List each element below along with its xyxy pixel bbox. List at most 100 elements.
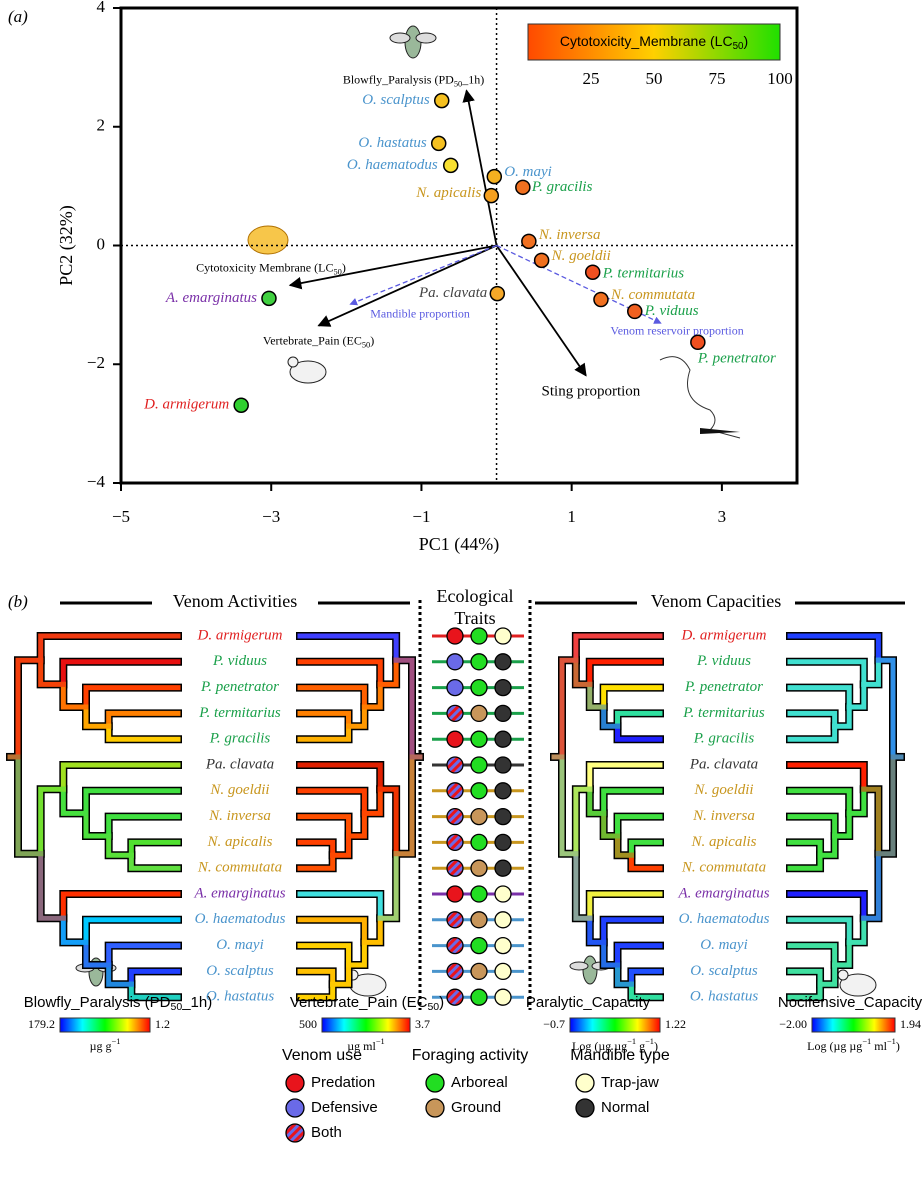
branch: [587, 891, 663, 921]
point: [486, 168, 503, 185]
species-label: P. penetrator: [200, 679, 279, 695]
text-part: Mandible proportion: [370, 306, 470, 320]
trait-marker: [446, 962, 464, 981]
branch: [15, 754, 44, 857]
branch: [787, 839, 823, 858]
tree: [550, 632, 664, 1002]
text-part: Vertebrate_Pain (EC: [263, 333, 362, 347]
branch: [787, 685, 852, 710]
species-label: A. emarginatus: [677, 885, 769, 901]
branch: [817, 962, 838, 987]
heading: Ecological: [437, 586, 514, 606]
branch-outline: [599, 915, 664, 947]
branch: [787, 968, 823, 987]
branch: [106, 710, 181, 729]
trait-marker: [470, 756, 488, 774]
text-part: 50: [171, 1001, 183, 1013]
colorbar-unit: Log (µg µg−1 g−1): [572, 1037, 658, 1053]
text-part: Nocifensive_Capacity: [778, 994, 923, 1011]
branch: [875, 754, 896, 857]
branch-outline: [36, 632, 182, 665]
point: [430, 135, 447, 152]
loading-arrow: [462, 89, 498, 246]
text-part: ): [370, 333, 374, 347]
text-part: Cytotoxicity Membrane (LC: [196, 260, 333, 274]
colorbar-end-label: 1.2: [155, 1017, 170, 1031]
text-part: Venom reservoir proportion: [610, 323, 743, 337]
colorbar-end-label: 500: [299, 1017, 317, 1031]
branch-outline: [82, 915, 182, 947]
text-part: Sting proportion: [542, 384, 641, 400]
branch: [559, 754, 579, 857]
trait-marker: [470, 833, 488, 852]
branch: [377, 851, 399, 921]
species-label: N. goeldii: [209, 782, 269, 798]
colorbar-title: Cytotoxicity_Membrane (LC50): [560, 33, 748, 52]
loading-arrow: [349, 244, 497, 306]
trait-marker: [494, 859, 512, 877]
branch: [587, 681, 607, 710]
trait-marker: [470, 627, 488, 645]
text-part: ): [342, 260, 346, 274]
branch-outline: [296, 812, 353, 840]
branch-outline: [59, 761, 182, 794]
branch: [573, 851, 593, 921]
species-label: O. haematodus: [195, 911, 286, 927]
trait-marker: [446, 678, 464, 697]
branch: [587, 915, 607, 945]
trait-marker: [470, 885, 488, 903]
point-label: O. hastatus: [358, 135, 427, 151]
trait-marker: [470, 730, 488, 748]
branch: [628, 852, 663, 871]
species-label: Pa. clavata: [205, 756, 274, 772]
y-tick-label: 0: [97, 234, 106, 253]
legend-swatch: [425, 1073, 445, 1093]
branch: [361, 681, 383, 710]
x-tick-label: −5: [112, 507, 130, 526]
branch: [787, 788, 852, 816]
plot-layer: −5 −3 −1 1 3 −4 −2 0 2 4 PC1 (44%) PC2 (32%) Cytotox…: [6, 0, 923, 1143]
point-label: D. armigerum: [143, 397, 229, 413]
colorbar-unit: Log (µg µg−1 ml−1): [807, 1037, 900, 1053]
y-tick-label: 2: [97, 116, 106, 135]
branch: [297, 723, 352, 742]
species-label: P. viduus: [212, 653, 267, 669]
trait-marker: [494, 678, 512, 697]
legend-swatch: [575, 1098, 595, 1118]
loading-label: Sting proportion: [542, 384, 641, 400]
species-label: N. commutata: [681, 860, 766, 876]
branch: [128, 839, 181, 858]
point-label: O. mayi: [504, 164, 552, 180]
branch: [573, 657, 593, 687]
legend-label: Trap-jaw: [601, 1074, 659, 1091]
branch-outline: [82, 786, 182, 818]
species-label: Pa. clavata: [689, 756, 758, 772]
text-part: 50: [733, 41, 744, 52]
text-part: _1h): [181, 994, 212, 1011]
text-part: −1: [645, 1037, 654, 1046]
branch-outline: [59, 890, 182, 923]
point: [593, 291, 609, 308]
point-label: P. gracilis: [531, 179, 593, 195]
branch: [83, 788, 181, 816]
branch: [832, 704, 852, 729]
point-label: N. apicalis: [415, 185, 481, 201]
colorbar-end-label: 1.94: [900, 1017, 921, 1031]
trait-marker: [470, 911, 488, 929]
text-part: Log (µg µg: [807, 1039, 862, 1053]
trait-marker: [494, 962, 512, 981]
colorbar-tick-label: 100: [767, 69, 793, 88]
colorbar-tick-label: 25: [583, 69, 600, 88]
branch: [330, 833, 352, 858]
species-label: P. termitarius: [198, 705, 281, 721]
species-label: P. penetrator: [684, 679, 763, 695]
text-part: _1h): [461, 72, 484, 86]
branch: [587, 659, 663, 687]
trait-marker: [446, 653, 464, 671]
branch: [861, 851, 881, 921]
trait-marker: [470, 988, 488, 1006]
colorbar: [527, 23, 781, 61]
branch: [393, 754, 415, 857]
point: [261, 290, 277, 307]
branch: [787, 659, 867, 687]
